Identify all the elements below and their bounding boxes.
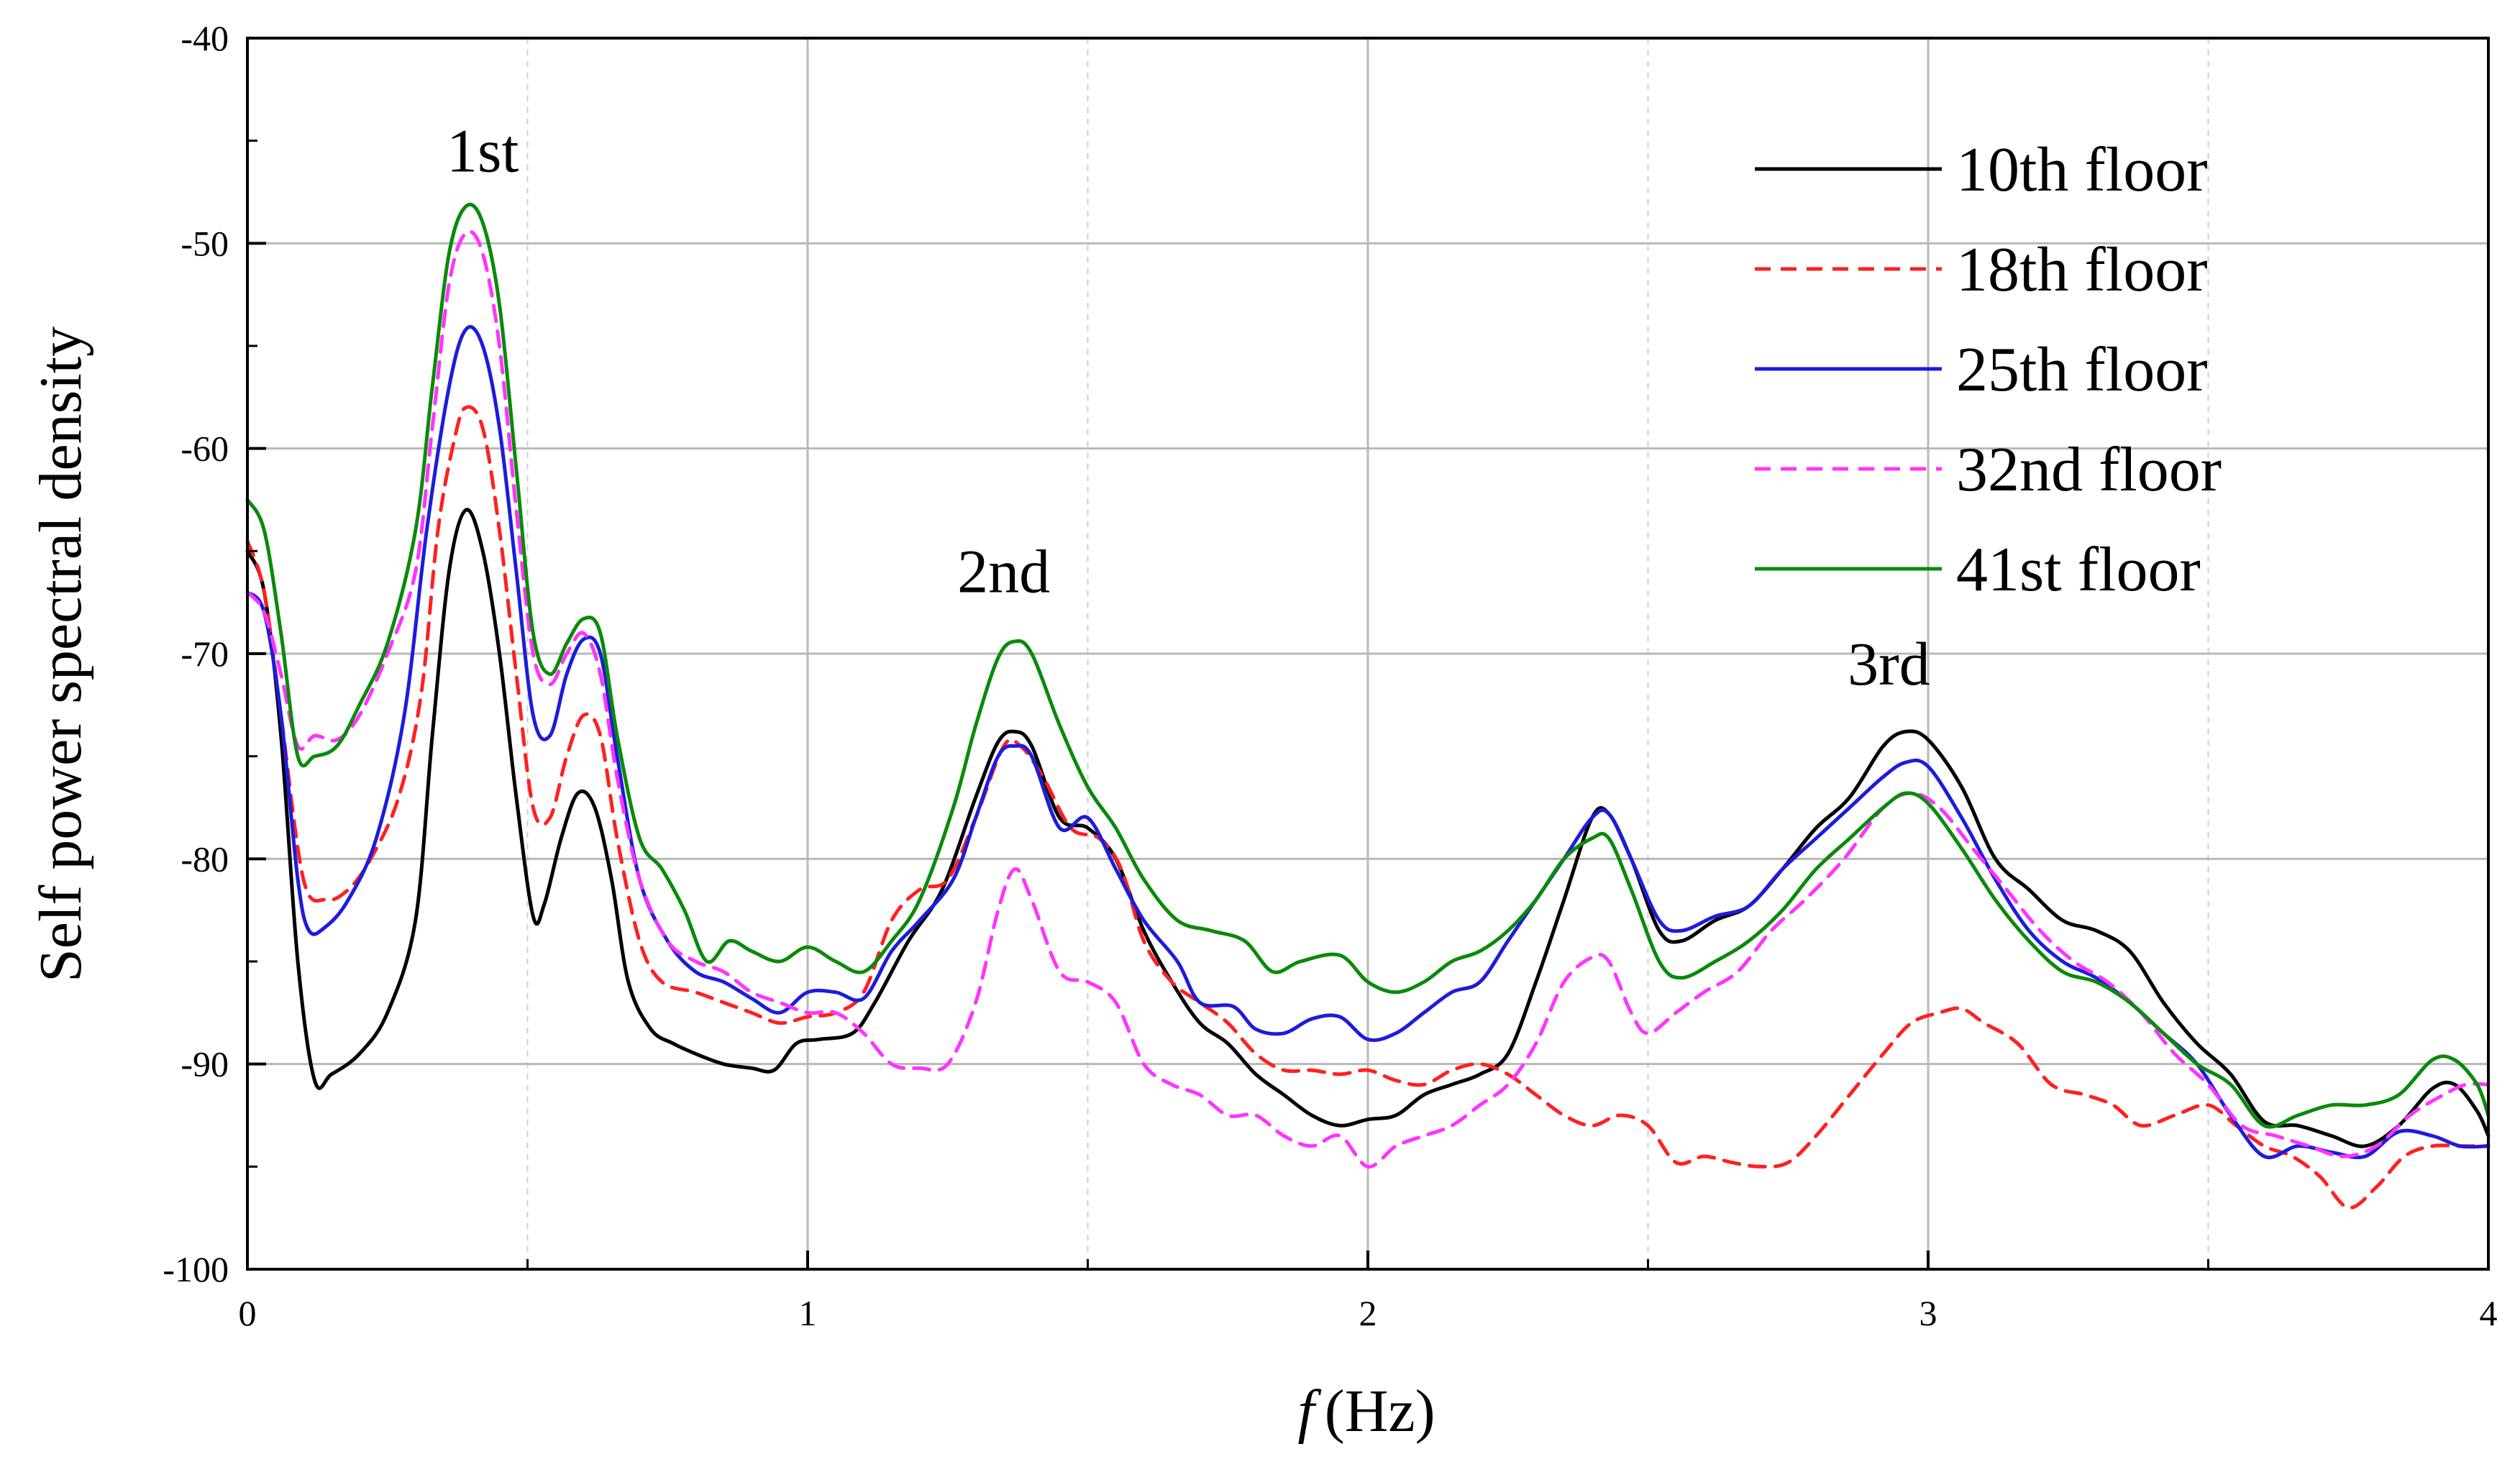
y-tick-label: -70 [181, 634, 229, 674]
legend: 10th floor 18th floor 25th floor 32nd floor… [1755, 135, 2222, 605]
x-tick-label: 0 [239, 1293, 257, 1333]
x-tick-label: 3 [1919, 1293, 1937, 1333]
x-axis-title-symbol: f [1297, 1378, 1322, 1445]
legend-label-41st-floor: 41st floor [1956, 535, 2201, 605]
axis-ticks [246, 37, 2490, 1271]
peak-label: 1st [447, 116, 519, 185]
y-tick-label: -100 [163, 1249, 229, 1289]
series-line-32nd-floor [245, 229, 2491, 1169]
legend-label-10th-floor: 10th floor [1956, 135, 2208, 205]
x-tick-label: 2 [1359, 1293, 1377, 1333]
series-line-41st-floor [245, 202, 2491, 1129]
series-line-18th-floor [245, 405, 2491, 1210]
y-tick-label: -50 [181, 223, 229, 263]
legend-label-18th-floor: 18th floor [1956, 235, 2208, 305]
series-group [245, 202, 2491, 1210]
legend-label-25th-floor: 25th floor [1956, 335, 2208, 405]
peak-annotations: 1st 2nd 3rd [447, 116, 1930, 698]
x-axis-title: f (Hz) [1297, 1378, 1435, 1445]
peak-label: 2nd [957, 536, 1050, 605]
y-tick-label: -60 [181, 429, 229, 469]
x-tick-label: 1 [799, 1293, 817, 1333]
x-axis-title-unit: (Hz) [1325, 1378, 1435, 1445]
tick-labels: 0 1 2 3 4 -100 -90 -80 -70 -60 -50 -40 [163, 18, 2497, 1333]
peak-label: 3rd [1848, 629, 1930, 698]
grid [246, 37, 2490, 1271]
y-tick-label: -40 [181, 18, 229, 58]
y-tick-label: -90 [181, 1044, 229, 1084]
y-axis-title: Self power spectral density [27, 326, 94, 982]
y-tick-label: -80 [181, 838, 229, 879]
x-tick-label: 4 [2480, 1293, 2498, 1333]
legend-label-32nd-floor: 32nd floor [1956, 435, 2222, 505]
